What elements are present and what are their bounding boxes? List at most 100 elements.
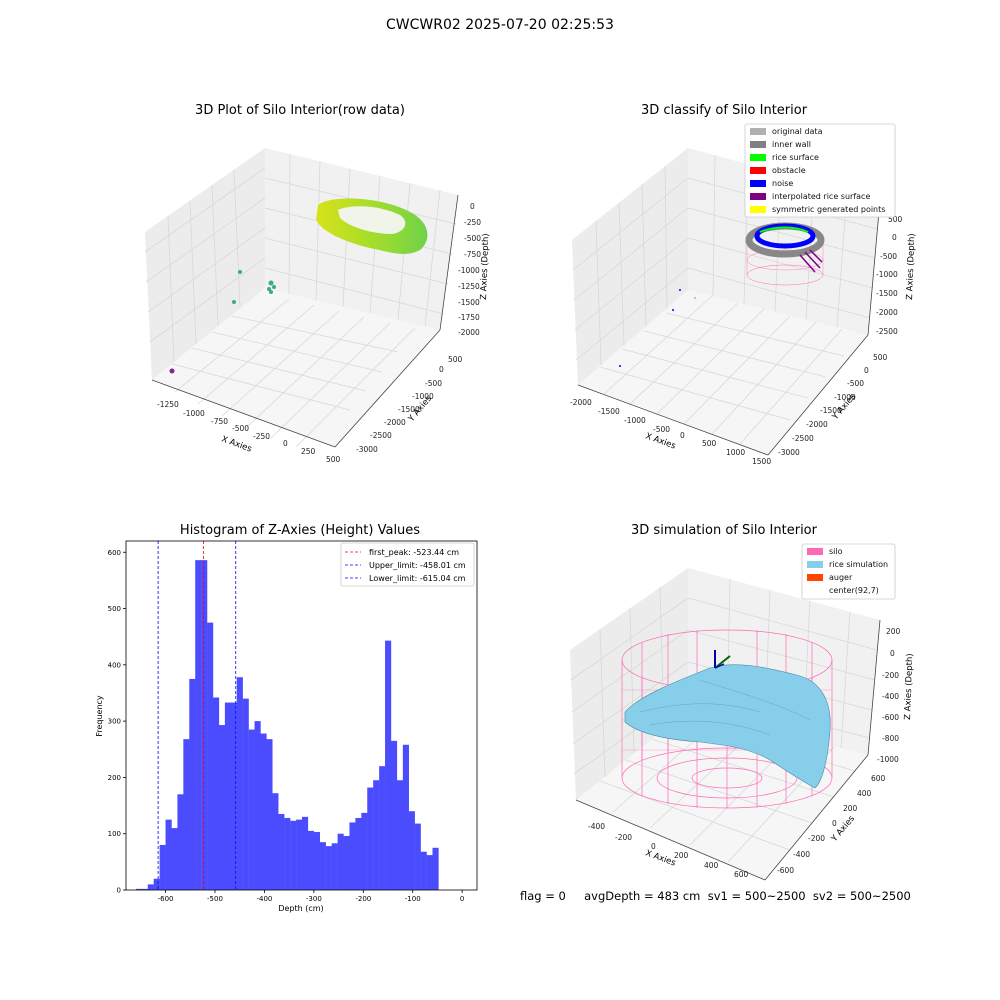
p1-xtick-4: -250 [253, 432, 270, 441]
panel1-xticks: -1250 -1000 -750 -500 -250 0 250 500 [157, 400, 341, 464]
hist-ytick-label: 0 [117, 887, 121, 895]
hist-bar [236, 677, 243, 890]
p1-xtick-5: 0 [283, 439, 288, 448]
legend-swatch-rice-surface [750, 154, 766, 161]
hist-bar [325, 846, 332, 890]
hist-bar [379, 766, 386, 890]
hist-bar [367, 787, 374, 890]
p2-xtick-4: 0 [680, 431, 685, 440]
p1-xtick-2: -750 [211, 417, 228, 426]
p1-ztick-3: -750 [464, 250, 481, 259]
legend-swatch-interpolated [750, 193, 766, 200]
hist-ytick-label: 400 [108, 661, 121, 669]
hist-xtick-label: -400 [256, 895, 272, 903]
p4-ytick-5: -400 [793, 850, 810, 859]
hist-legend-label-0: first_peak: -523.44 cm [369, 548, 459, 557]
p1-ztick-5: -1250 [458, 282, 480, 291]
legend-label-rice-surface: rice surface [772, 153, 819, 162]
hist-legend-label-2: Lower_limit: -615.04 cm [369, 574, 466, 583]
p4-xtick-5: 600 [734, 870, 749, 879]
legend-label-interpolated: interpolated rice surface [772, 192, 870, 201]
legend-label-center: center(92,7) [829, 586, 879, 595]
hist-bar [278, 814, 285, 890]
legend-swatch-obstacle [750, 167, 766, 174]
legend-swatch-original-data [750, 128, 766, 135]
p2-ytick-4: -1500 [820, 406, 842, 415]
hist-bar [290, 820, 297, 890]
hist-bar [343, 835, 350, 890]
figure-title: CWCWR02 2025-07-20 02:25:53 [386, 17, 614, 33]
hist-bar [396, 780, 404, 890]
panel2-point-cloud [619, 222, 825, 367]
p2-xtick-5: 500 [702, 439, 717, 448]
p4-ytick-3: 0 [832, 819, 837, 828]
panel4-auger [714, 650, 731, 669]
hist-bar [272, 793, 279, 890]
hist-bar [201, 560, 208, 890]
hist-bar [408, 811, 415, 890]
hist-bar [301, 816, 309, 890]
hist-ytick-label: 500 [108, 605, 121, 613]
p1-ytick-1: 0 [439, 365, 444, 374]
p2-ztick-6: -2500 [876, 327, 898, 336]
p2-ytick-1: 0 [864, 366, 869, 375]
p1-ztick-0: 0 [470, 202, 475, 211]
legend-swatch-silo [807, 548, 823, 555]
p2-zlabel: Z Axies (Depth) [905, 233, 917, 300]
hist-bar [230, 702, 237, 890]
hist-bar [171, 828, 178, 890]
p4-ytick-2: 200 [843, 804, 858, 813]
panel1-axes [144, 148, 459, 448]
hist-bar [135, 888, 143, 890]
hist-bar [402, 744, 409, 890]
p2-xtick-6: 1000 [726, 448, 745, 457]
p2-xlabel: X Axies [644, 431, 677, 451]
hist-bar [432, 847, 439, 890]
hist-ylabel: Frequency [95, 695, 104, 737]
p1-zlabel: Z Axies (Depth) [479, 233, 491, 300]
histogram-title: Histogram of Z-Axies (Height) Values [179, 523, 421, 538]
p2-ztick-4: -1500 [876, 289, 898, 298]
p2-ytick-0: 500 [873, 353, 888, 362]
status-line: flag = 0 avgDepth = 483 cm sv1 = 500~250… [520, 889, 911, 903]
p1-ytick-3: -1000 [412, 392, 434, 401]
hist-bar [213, 697, 220, 890]
hist-bar [177, 794, 184, 890]
hist-xtick-label: -100 [405, 895, 421, 903]
hist-xtick-label: -600 [158, 895, 174, 903]
legend-swatch-auger [807, 574, 823, 581]
hist-bar [218, 725, 226, 890]
hist-bar [165, 819, 172, 890]
panel1-yticks: 500 0 -500 -1000 -1500 -2000 -2500 -3000 [356, 355, 463, 454]
hist-bar [159, 844, 166, 890]
p4-ztick-5: -800 [882, 734, 899, 743]
hist-bar [349, 822, 356, 890]
p4-ztick-4: -600 [882, 713, 899, 722]
p1-ztick-7: -1750 [458, 313, 480, 322]
hist-frame [125, 540, 478, 891]
p1-ytick-2: -500 [425, 379, 442, 388]
p1-xtick-6: 250 [301, 447, 316, 456]
hist-bar [296, 819, 303, 890]
p2-ytick-6: -2500 [792, 434, 814, 443]
p1-ytick-7: -3000 [356, 445, 378, 454]
hist-bar [307, 830, 315, 890]
p4-ztick-6: -1000 [877, 755, 899, 764]
hist-bar [373, 780, 380, 890]
p4-xtick-2: 0 [651, 842, 656, 851]
hist-xtick-label: -300 [306, 895, 322, 903]
panel2-xticks: -2000 -1500 -1000 -500 0 500 1000 1500 [570, 398, 771, 466]
legend-label-inner-wall: inner wall [772, 140, 811, 149]
p4-xtick-4: 400 [704, 861, 719, 870]
p2-ytick-7: -3000 [778, 448, 800, 457]
histogram-chart: -600 -500 -400 -300 -200 -100 0 0 100 200 300 400 50… [108, 540, 478, 903]
p1-xlabel: X Axies [220, 434, 253, 454]
p2-ytick-2: -500 [847, 379, 864, 388]
p2-xtick-1: -1500 [598, 407, 620, 416]
p1-ytick-0: 500 [448, 355, 463, 364]
p4-ztick-3: -400 [882, 692, 899, 701]
panel2-yticks: 500 0 -500 -1000 -1500 -2000 -2500 -3000 [778, 353, 888, 457]
p4-ytick-4: -200 [808, 834, 825, 843]
hist-bar [284, 817, 291, 890]
legend-label-obstacle: obstacle [772, 166, 806, 175]
